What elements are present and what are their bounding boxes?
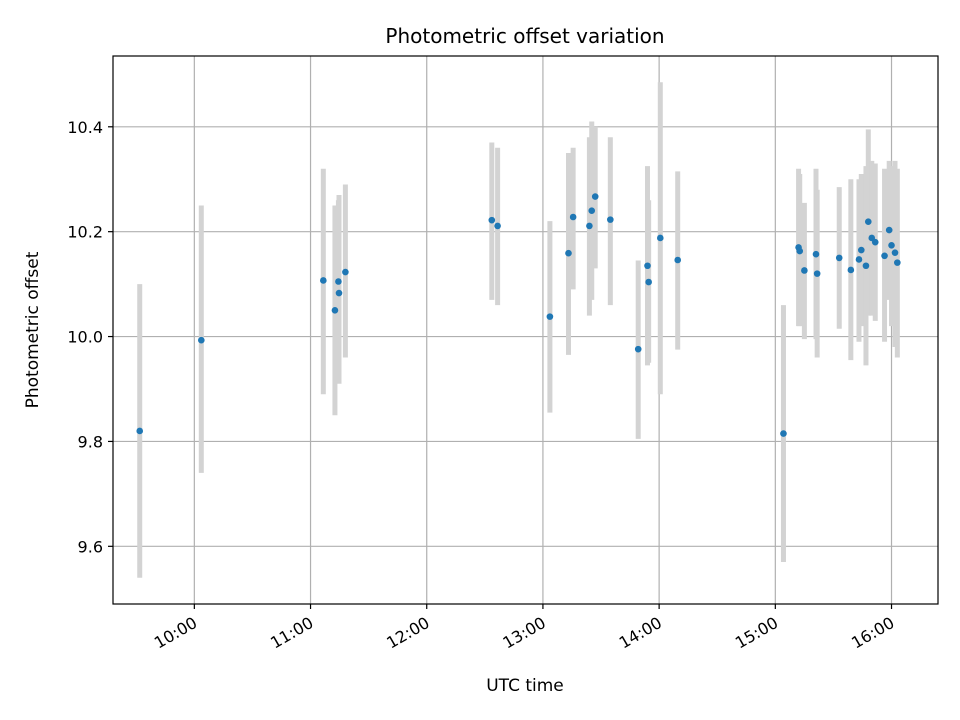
data-point	[796, 247, 804, 255]
data-point	[871, 238, 879, 246]
data-points	[136, 193, 901, 437]
data-point	[656, 234, 664, 242]
data-point	[674, 256, 682, 264]
data-point	[835, 254, 843, 262]
data-point	[862, 262, 870, 270]
data-point	[847, 266, 855, 274]
data-point	[591, 193, 599, 200]
y-tick-label: 10.0	[67, 328, 103, 347]
y-tick-label: 9.8	[78, 432, 103, 451]
data-point	[586, 222, 593, 230]
data-point	[885, 226, 893, 234]
y-axis-ticks: 9.6 9.8 10.0 10.2 10.4	[67, 118, 113, 556]
data-point	[198, 336, 205, 344]
data-point	[331, 307, 339, 314]
data-point	[855, 256, 863, 263]
chart-title: Photometric offset variation	[385, 24, 664, 48]
data-point	[888, 242, 895, 249]
data-point	[644, 262, 651, 270]
data-point	[645, 278, 652, 286]
data-point	[494, 222, 501, 230]
x-axis-label: UTC time	[486, 676, 564, 696]
data-point	[335, 289, 343, 297]
data-point	[546, 313, 554, 320]
plot-frame	[112, 55, 939, 605]
data-point	[894, 259, 901, 266]
data-point	[801, 267, 808, 274]
data-point	[488, 216, 496, 224]
data-point	[565, 249, 572, 257]
y-tick-label: 10.2	[67, 223, 103, 242]
data-point	[569, 213, 577, 221]
data-point	[607, 216, 614, 223]
data-point	[858, 246, 865, 254]
data-point	[813, 270, 821, 277]
data-point	[335, 278, 342, 285]
data-point	[342, 268, 349, 276]
y-tick-label: 10.4	[67, 118, 103, 137]
y-axis-label: Photometric offset	[23, 251, 43, 408]
data-point	[634, 345, 642, 353]
data-point	[812, 250, 820, 258]
data-point	[588, 207, 596, 214]
data-point	[320, 277, 327, 284]
data-point	[864, 218, 872, 226]
data-point	[881, 252, 888, 260]
data-point	[136, 427, 144, 435]
data-point	[891, 249, 899, 256]
data-point	[780, 430, 787, 437]
y-tick-label: 9.6	[78, 537, 103, 556]
